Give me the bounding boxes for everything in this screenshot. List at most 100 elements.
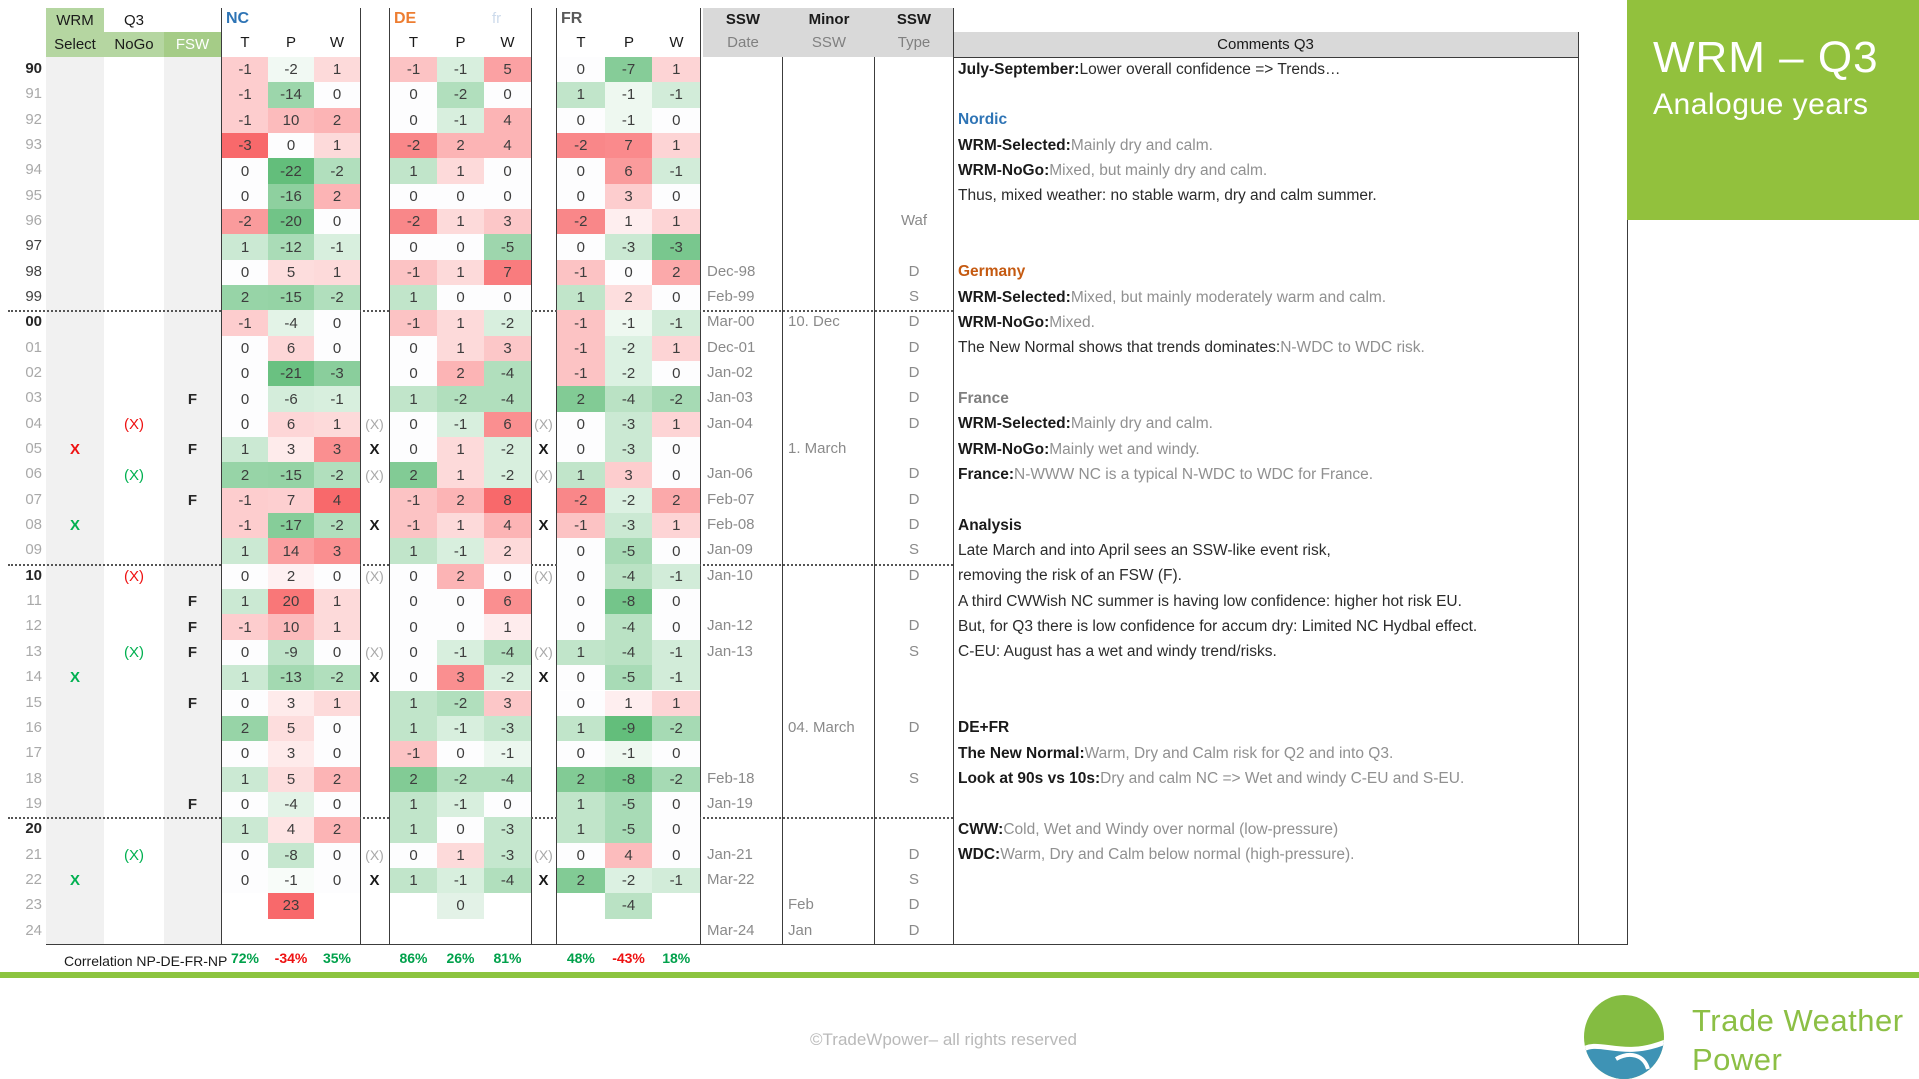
cell-nc-t[interactable]: -1 — [222, 487, 268, 514]
year-label[interactable]: 17 — [25, 744, 42, 762]
ssw-type[interactable]: D — [908, 262, 920, 280]
cell-fr-w[interactable]: 0 — [652, 842, 701, 868]
cell-nc-t[interactable]: 1 — [222, 817, 268, 843]
cell-nc-t[interactable]: -1 — [222, 310, 268, 336]
ssw-type[interactable]: D — [908, 896, 920, 914]
q3-nogo-mark[interactable]: (X) — [124, 567, 144, 585]
ssw-date[interactable]: Jan-12 — [707, 617, 753, 635]
year-label[interactable]: 12 — [25, 617, 42, 635]
year-label[interactable]: 11 — [26, 592, 42, 610]
cell-de-t[interactable]: 0 — [390, 437, 437, 463]
cell-fr-p[interactable]: -3 — [604, 437, 653, 463]
fr-mark[interactable]: (X) — [534, 644, 553, 661]
cell-de-w[interactable]: 0 — [484, 285, 531, 311]
cell-de-t[interactable]: 1 — [390, 158, 437, 184]
cell-de-p[interactable]: 0 — [437, 741, 484, 767]
ssw-type[interactable]: D — [908, 921, 920, 939]
cell-fr-w[interactable]: 2 — [652, 487, 701, 514]
cell-nc-p[interactable]: -12 — [268, 234, 314, 260]
cell-nc-t[interactable]: 0 — [222, 158, 268, 184]
cell-nc-p[interactable]: -13 — [268, 665, 314, 691]
year-label[interactable]: 01 — [25, 338, 42, 356]
cell-nc-p[interactable]: -17 — [268, 513, 314, 539]
cell-nc-w[interactable]: 0 — [314, 209, 360, 235]
cell-de-w[interactable]: 3 — [484, 690, 531, 716]
cell-nc-p[interactable]: 2 — [268, 563, 314, 590]
cell-nc-w[interactable]: 1 — [314, 57, 360, 83]
cell-de-t[interactable]: 0 — [390, 183, 437, 210]
cell-nc-p[interactable]: -6 — [268, 386, 314, 412]
cell-fr-t[interactable]: 2 — [557, 867, 605, 894]
cell-nc-p[interactable]: -9 — [268, 639, 314, 666]
cell-nc-t[interactable]: -1 — [222, 614, 268, 640]
cell-fr-t[interactable]: -1 — [557, 259, 605, 286]
cell-fr-p[interactable]: 0 — [604, 259, 653, 286]
ssw-date[interactable]: Mar-24 — [707, 921, 755, 939]
cell-de-w[interactable]: 4 — [484, 133, 531, 159]
cell-nc-p[interactable]: 6 — [268, 411, 314, 438]
cell-nc-p[interactable]: -14 — [268, 82, 314, 108]
cell-nc-w[interactable]: -1 — [314, 386, 360, 412]
cell-de-p[interactable]: -2 — [437, 690, 484, 716]
ssw-type[interactable]: D — [908, 566, 920, 584]
cell-de-w[interactable]: 6 — [484, 589, 531, 615]
wrm-select-mark[interactable]: X — [69, 441, 80, 459]
cell-de-w[interactable]: 0 — [484, 158, 531, 184]
cell-fr-w[interactable]: 0 — [652, 741, 701, 767]
fsw-mark[interactable]: F — [187, 593, 198, 611]
cell-nc-p[interactable]: 5 — [268, 766, 314, 792]
cell-fr-p[interactable]: 1 — [604, 690, 653, 716]
cell-fr-p[interactable]: 3 — [604, 462, 653, 488]
cell-nc-t[interactable]: 0 — [222, 690, 268, 716]
cell-fr-p[interactable]: -1 — [604, 310, 653, 336]
cell-de-t[interactable]: 0 — [390, 614, 437, 640]
cell-fr-p[interactable]: -8 — [604, 589, 653, 615]
ssw-type[interactable]: D — [908, 465, 920, 483]
ssw-date[interactable]: Feb-18 — [707, 769, 755, 787]
cell-nc-w[interactable]: 0 — [314, 639, 360, 666]
cell-fr-t[interactable]: 1 — [557, 817, 605, 843]
minor-ssw[interactable]: Feb — [788, 896, 814, 914]
cell-de-t[interactable]: -1 — [390, 741, 437, 767]
cell-nc-t[interactable]: 1 — [222, 437, 268, 463]
cell-nc-w[interactable]: 1 — [314, 259, 360, 286]
cell-de-p[interactable]: 0 — [437, 817, 484, 843]
q3-nogo-mark[interactable]: (X) — [124, 415, 144, 433]
cell-de-t[interactable]: -1 — [390, 259, 437, 286]
minor-ssw[interactable]: Jan — [788, 921, 813, 939]
cell-de-t[interactable]: 0 — [390, 335, 437, 362]
ssw-date[interactable]: Jan-19 — [707, 794, 753, 812]
cell-nc-p[interactable]: 3 — [268, 741, 314, 767]
cell-de-w[interactable]: 0 — [484, 563, 531, 590]
cell-fr-p[interactable]: 3 — [604, 183, 653, 210]
year-label[interactable]: 08 — [25, 516, 42, 534]
cell-de-p[interactable]: -1 — [437, 411, 484, 438]
cell-nc-w[interactable]: 3 — [314, 538, 360, 564]
cell-de-w[interactable]: -4 — [484, 867, 531, 894]
cell-de-p[interactable]: -1 — [437, 867, 484, 894]
fr-mark[interactable]: (X) — [534, 847, 553, 864]
cell-de-t[interactable]: -2 — [390, 209, 437, 235]
year-label[interactable]: 18 — [25, 769, 42, 787]
cell-de-t[interactable]: -2 — [390, 133, 437, 159]
de-mark[interactable]: X — [369, 669, 380, 687]
fsw-mark[interactable]: F — [187, 796, 198, 814]
fr-mark[interactable]: (X) — [534, 568, 553, 585]
cell-nc-p[interactable]: -1 — [268, 867, 314, 894]
cell-de-t[interactable]: -1 — [390, 487, 437, 514]
year-label[interactable]: 20 — [25, 820, 42, 838]
cell-nc-w[interactable]: 0 — [314, 842, 360, 868]
cell-de-t[interactable]: -1 — [390, 57, 437, 83]
cell-fr-t[interactable]: 1 — [557, 285, 605, 311]
cell-nc-t[interactable]: 0 — [222, 867, 268, 894]
fsw-mark[interactable]: F — [187, 643, 198, 661]
year-label[interactable]: 07 — [25, 490, 42, 508]
cell-fr-t[interactable]: 0 — [557, 158, 605, 184]
cell-de-p[interactable]: 1 — [437, 513, 484, 539]
cell-nc-w[interactable]: 1 — [314, 411, 360, 438]
cell-nc-w[interactable]: 0 — [314, 335, 360, 362]
cell-fr-p[interactable]: 6 — [604, 158, 653, 184]
de-mark[interactable]: (X) — [365, 847, 384, 864]
cell-de-w[interactable]: 3 — [484, 335, 531, 362]
cell-de-w[interactable]: 3 — [484, 209, 531, 235]
